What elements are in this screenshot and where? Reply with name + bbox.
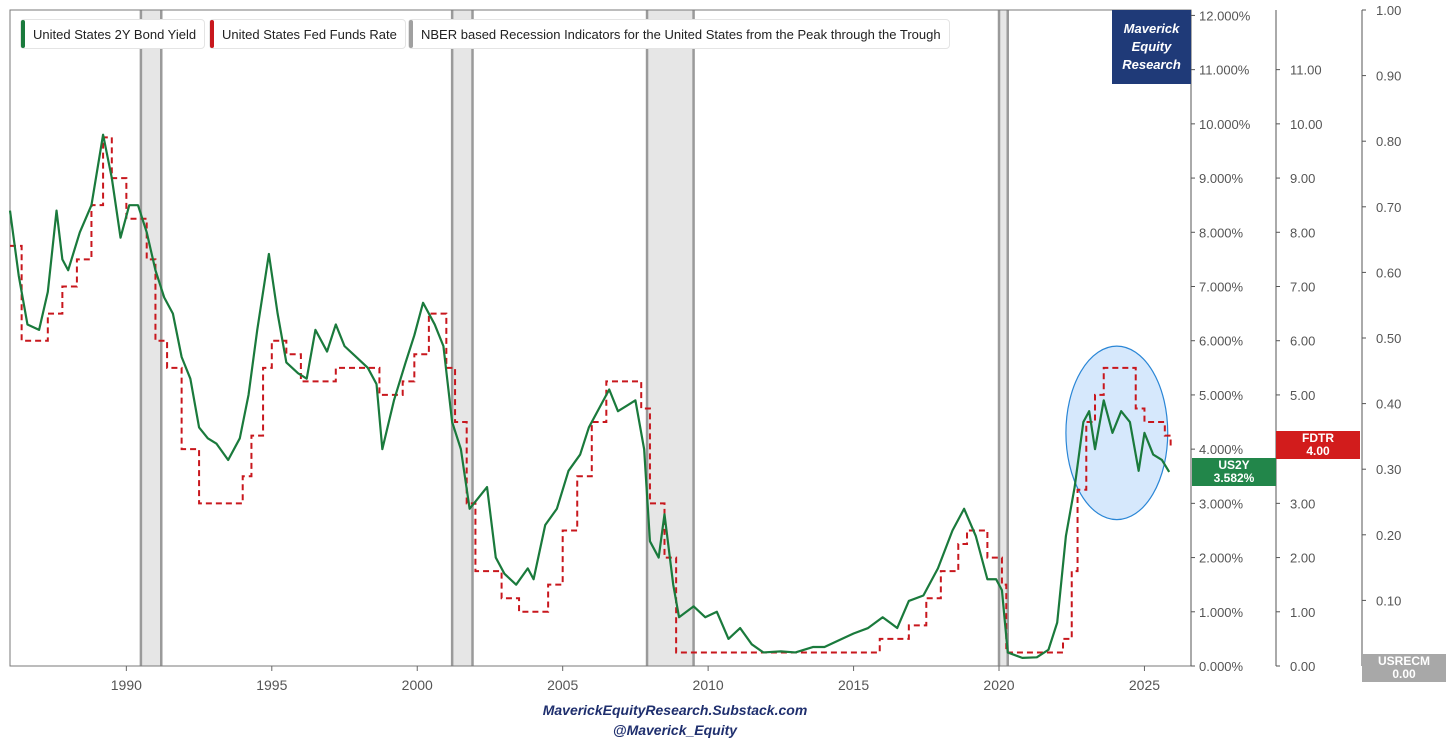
brand-line-1: Maverick [1123,21,1180,36]
fdtr-last-value-tag: FDTR 4.00 [1276,431,1360,459]
y-label-usrecm: 0.70 [1376,200,1401,215]
x-tick-label: 1990 [111,677,142,693]
y-label-fdtr: 10.00 [1290,117,1323,132]
footer-handle[interactable]: @Maverick_Equity [612,722,738,738]
chart-frame [9,9,1192,667]
footer-substack[interactable]: MaverickEquityResearch.Substack.com [542,702,808,718]
fdtr-tag-value: 4.00 [1306,444,1330,458]
y-label-usrecm: 0.20 [1376,528,1401,543]
x-tick-label: 2025 [1129,677,1160,693]
y-label-us2y: 5.000% [1199,388,1244,403]
legend-swatch-us2y [21,20,25,48]
highlight-ellipse [1065,345,1169,521]
x-tick-label: 1995 [256,677,287,693]
y-label-fdtr: 8.00 [1290,225,1315,240]
y-label-us2y: 3.000% [1199,496,1244,511]
legend-label-us2y: United States 2Y Bond Yield [33,26,197,42]
y-label-fdtr: 1.00 [1290,605,1315,620]
fed-funds-line [10,136,1172,654]
recession-band [140,10,162,666]
y-label-usrecm: 0.30 [1376,462,1401,477]
us2y-line [8,133,1171,659]
y-label-fdtr: 3.00 [1290,496,1315,511]
plot-frame [9,9,1192,667]
legend-item-recession[interactable]: NBER based Recession Indicators for the … [408,19,950,49]
legend-label-fdtr: United States Fed Funds Rate [222,26,397,42]
y-label-us2y: 7.000% [1199,279,1244,294]
y-label-us2y: 10.000% [1199,117,1251,132]
x-tick-label: 2010 [693,677,724,693]
us2y-tag-label: US2Y [1218,458,1250,472]
y-label-us2y: 4.000% [1199,442,1244,457]
x-tick-label: 2000 [402,677,433,693]
series-lines [8,133,1172,659]
y-label-fdtr: 0.00 [1290,659,1315,674]
y-label-usrecm: 0.60 [1376,265,1401,280]
legend-swatch-recession [409,20,413,48]
brand-line-3: Research [1122,57,1181,72]
y-label-us2y: 2.000% [1199,551,1244,566]
y-label-fdtr: 2.00 [1290,551,1315,566]
legend-item-us2y[interactable]: United States 2Y Bond Yield [20,19,206,49]
brand-logo: Maverick Equity Research [1112,10,1191,84]
y-label-fdtr: 11.00 [1290,63,1322,78]
y-label-us2y: 11.000% [1199,63,1250,78]
legend-item-fdtr[interactable]: United States Fed Funds Rate [209,19,406,49]
y-label-usrecm: 0.40 [1376,397,1401,412]
recession-bands [139,10,1009,666]
y-label-usrecm: 1.00 [1376,3,1401,18]
y-label-usrecm: 0.50 [1376,331,1401,346]
legend-swatch-fdtr [210,20,214,48]
y-label-fdtr: 9.00 [1290,171,1315,186]
y-label-us2y: 12.000% [1199,8,1251,23]
usrecm-tag-value: 0.00 [1392,667,1416,681]
highlight-ellipse-layer [1065,345,1169,521]
fdtr-tag-label: FDTR [1302,431,1334,445]
y-label-us2y: 8.000% [1199,225,1244,240]
x-tick-label: 2005 [547,677,578,693]
y-label-us2y: 1.000% [1199,605,1244,620]
legend-label-recession: NBER based Recession Indicators for the … [421,26,941,42]
y-label-usrecm: 0.80 [1376,134,1401,149]
y-label-fdtr: 7.00 [1290,279,1315,294]
usrecm-last-value-tag: USRECM 0.00 [1362,654,1446,682]
usrecm-tag-label: USRECM [1377,654,1430,668]
x-tick-label: 2015 [838,677,869,693]
recession-band [452,10,473,666]
us2y-tag-value: 3.582% [1213,471,1255,485]
y-label-fdtr: 6.00 [1290,334,1315,349]
y-label-us2y: 0.000% [1199,659,1244,674]
recession-band [999,10,1008,666]
y-label-us2y: 9.000% [1199,171,1244,186]
y-label-usrecm: 0.10 [1376,593,1401,608]
us2y-last-value-tag: US2Y 3.582% [1192,458,1276,486]
axes: 1990 1995 2000 2005 2010 2015 2020 2025 0.000% 1.… [111,3,1402,693]
x-tick-label: 2020 [983,677,1014,693]
y-label-us2y: 6.000% [1199,334,1244,349]
y-label-fdtr: 5.00 [1290,388,1315,403]
y-label-usrecm: 0.90 [1376,69,1401,84]
brand-line-2: Equity [1131,39,1172,54]
